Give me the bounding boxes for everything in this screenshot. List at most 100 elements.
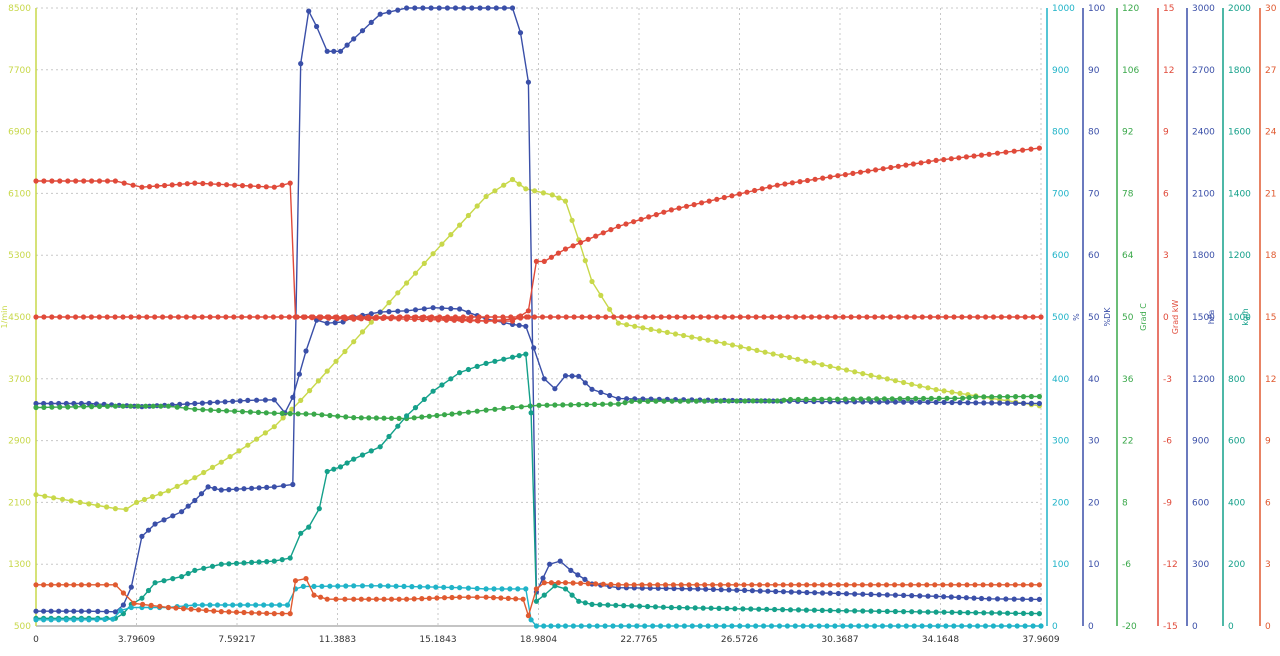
series-point <box>245 602 251 608</box>
series-point <box>835 582 841 588</box>
series-point <box>925 385 931 391</box>
series-point <box>262 397 268 403</box>
series-point <box>170 576 176 582</box>
series-point <box>457 316 463 322</box>
series-point <box>337 464 344 470</box>
series-point <box>174 483 180 489</box>
series-point <box>1036 393 1042 400</box>
series-point <box>642 314 648 320</box>
series-point <box>183 314 189 320</box>
series-point <box>222 399 228 405</box>
series-point <box>924 582 930 588</box>
series-point <box>491 586 497 592</box>
series-point <box>77 499 83 505</box>
series-point <box>56 582 62 588</box>
left-tick-label: 6900 <box>8 128 31 138</box>
series-point <box>1028 400 1034 406</box>
series-line <box>35 178 1040 511</box>
series-point <box>41 608 47 614</box>
series-point <box>139 184 145 190</box>
series-point <box>562 580 569 586</box>
left-tick-label: 5300 <box>8 251 31 261</box>
series-point <box>245 442 251 448</box>
series-point <box>485 5 491 11</box>
series-point <box>78 582 84 588</box>
series-point <box>152 580 158 586</box>
series-point <box>130 182 136 188</box>
series-point <box>271 484 277 490</box>
series-point <box>677 398 683 404</box>
series-point <box>211 608 217 614</box>
series-point <box>541 258 547 264</box>
series-point <box>989 610 995 616</box>
series-point <box>997 400 1003 406</box>
series-point <box>868 608 874 614</box>
series-point <box>358 596 364 602</box>
series-point <box>693 398 700 404</box>
series-point <box>996 582 1002 588</box>
series-point <box>474 408 480 414</box>
right-tick-label: 30 <box>1088 437 1100 447</box>
series-point <box>703 586 709 592</box>
right-tick-label: 1500 <box>1192 313 1215 323</box>
series-point <box>541 623 547 629</box>
series-point <box>562 586 569 592</box>
series-point <box>701 398 708 404</box>
series-point <box>901 592 907 599</box>
series-point <box>264 484 270 490</box>
left-tick-label: 2900 <box>8 437 31 447</box>
series-point <box>981 400 987 406</box>
series-point <box>200 407 206 413</box>
series-point <box>96 403 103 409</box>
series-point <box>608 581 614 588</box>
series-point <box>585 581 591 587</box>
series-point <box>404 5 410 11</box>
series-point <box>734 398 740 404</box>
series-point <box>48 608 54 614</box>
series-point <box>255 409 261 415</box>
series-point <box>263 410 269 416</box>
series-point <box>78 617 84 623</box>
series-point <box>449 594 455 601</box>
series-point <box>492 358 498 364</box>
series-point <box>563 314 569 320</box>
series-point <box>1020 596 1026 602</box>
series-point <box>645 603 651 610</box>
series-point <box>271 558 277 564</box>
series-point <box>608 227 614 233</box>
series-point <box>120 314 126 320</box>
series-point <box>279 611 285 617</box>
series-point <box>1004 582 1010 588</box>
series-point <box>42 493 48 499</box>
series-point <box>706 314 712 320</box>
series-point <box>764 582 771 588</box>
series-point <box>141 496 148 503</box>
series-point <box>780 582 786 588</box>
series-point <box>1003 149 1009 155</box>
series-point <box>449 411 455 417</box>
series-point <box>179 574 185 580</box>
series-point <box>173 605 179 611</box>
series-point <box>434 315 440 321</box>
right-tick-label: 70 <box>1088 189 1100 199</box>
series-point <box>994 150 1001 156</box>
series-point <box>602 623 608 629</box>
series-point <box>289 406 295 412</box>
series-point <box>232 408 238 414</box>
series-point <box>552 402 558 408</box>
series-point <box>1005 394 1011 400</box>
series-point <box>1011 596 1017 602</box>
series-point <box>540 190 547 196</box>
series-point <box>303 411 309 417</box>
series-point <box>412 270 419 276</box>
series-point <box>605 602 611 608</box>
series-point <box>318 594 324 600</box>
series-point <box>154 183 160 189</box>
series-point <box>170 513 176 519</box>
series-point <box>474 203 480 209</box>
series-point <box>484 314 490 320</box>
series-point <box>674 314 680 320</box>
series-point <box>843 367 850 373</box>
series-point <box>555 580 562 586</box>
series-point <box>749 588 756 594</box>
